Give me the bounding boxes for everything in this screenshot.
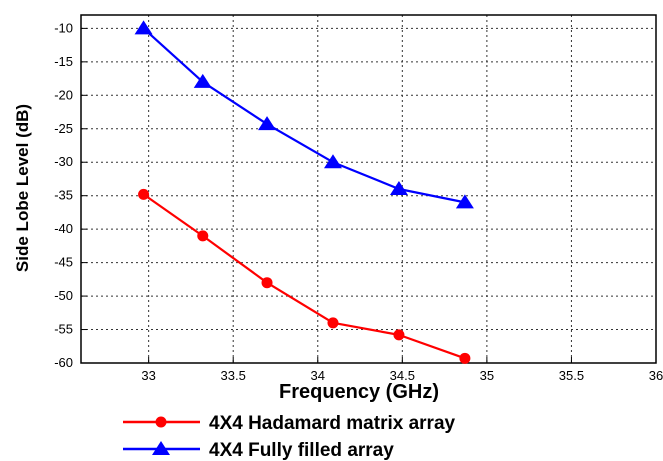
- y-tick-label: -25: [54, 121, 73, 136]
- y-tick-label: -20: [54, 87, 73, 102]
- y-tick-label: -55: [54, 322, 73, 337]
- plot-frame: [80, 14, 657, 364]
- legend-label-hadamard: 4X4 Hadamard matrix array: [209, 413, 456, 434]
- x-tick-label: 33: [141, 368, 155, 383]
- legend-marker-fully-filled: [152, 441, 170, 455]
- data-point: [323, 154, 342, 169]
- legend-marker-hadamard: [155, 416, 167, 428]
- y-tick-label: -50: [54, 288, 73, 303]
- legend-label-fully-filled: 4X4 Fully filled array: [209, 440, 394, 461]
- x-tick-label: 35: [480, 368, 494, 383]
- y-tick-label: -30: [54, 154, 73, 169]
- y-tick-label: -35: [54, 188, 73, 203]
- data-point: [393, 329, 405, 341]
- series-line-1: [142, 27, 466, 204]
- legend-item-fully-filled: 4X4 Fully filled array: [123, 440, 394, 461]
- x-axis-title: Frequency (GHz): [279, 381, 439, 403]
- legend-item-hadamard: 4X4 Hadamard matrix array: [123, 413, 456, 434]
- y-tick-label: -10: [54, 20, 73, 35]
- x-tick-label: 34: [311, 368, 325, 383]
- data-point: [327, 317, 339, 329]
- axis-ticks: 33 33.5 34 34.5 35 35.5 36 -10 -15 -20 -25 -30 -35 -4…: [54, 20, 663, 383]
- y-tick-label: -40: [54, 221, 73, 236]
- x-tick-label: 33.5: [221, 368, 246, 383]
- data-point: [134, 20, 153, 35]
- y-tick-label: -60: [54, 355, 73, 370]
- plot-area: [81, 15, 656, 363]
- data-point: [258, 116, 277, 131]
- data-point: [389, 181, 408, 195]
- y-tick-label: -15: [54, 54, 73, 69]
- series-layer: [134, 20, 474, 364]
- series-line-0: [142, 193, 466, 360]
- data-point: [138, 188, 150, 200]
- data-point: [455, 194, 474, 209]
- y-tick-label: -45: [54, 255, 73, 270]
- data-point: [197, 230, 209, 242]
- data-point: [193, 73, 212, 88]
- x-tick-label: 34.5: [390, 368, 415, 383]
- x-tick-label: 35.5: [559, 368, 584, 383]
- y-axis-title: Side Lobe Level (dB): [13, 104, 32, 272]
- legend: 4X4 Hadamard matrix array 4X4 Fully fill…: [123, 413, 456, 461]
- data-point: [261, 277, 273, 289]
- x-tick-label: 36: [649, 368, 663, 383]
- data-point: [459, 352, 471, 364]
